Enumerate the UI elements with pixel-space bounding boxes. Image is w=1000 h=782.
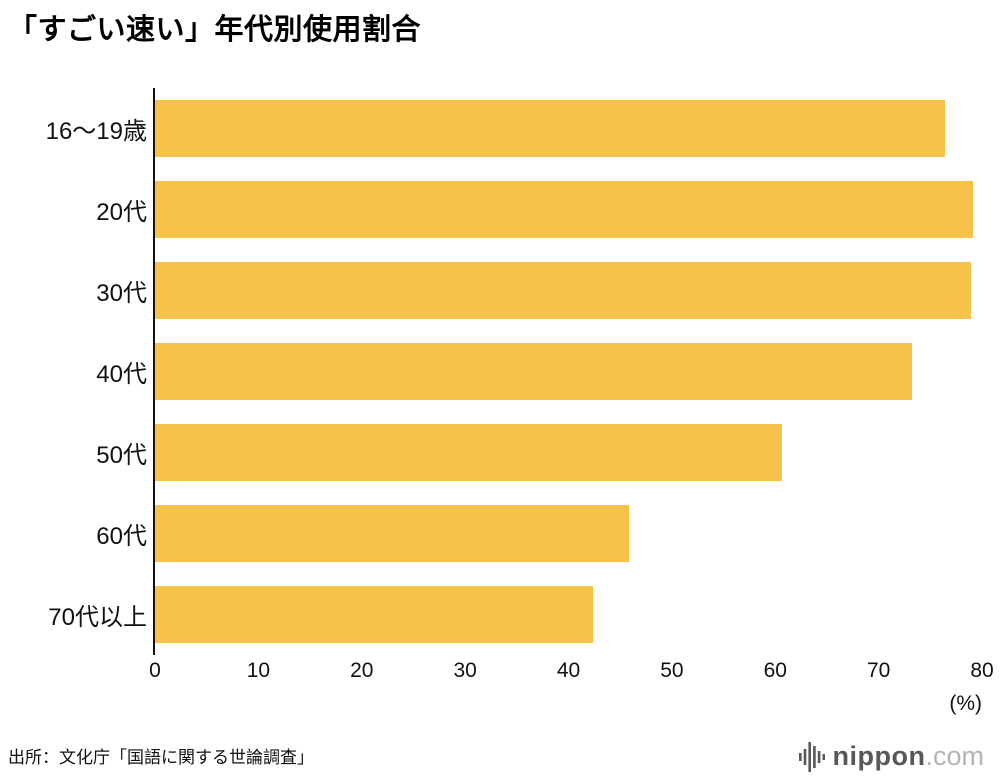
- bar-track: [155, 586, 982, 643]
- bar-row: 50代: [0, 412, 982, 493]
- bar-row: 70代以上: [0, 574, 982, 655]
- logo-name: nippon: [832, 741, 926, 771]
- bar: [155, 100, 945, 157]
- bar-row: 60代: [0, 493, 982, 574]
- x-axis-tick-label: 70: [866, 659, 891, 682]
- chart-title: 「すごい速い」年代別使用割合: [8, 14, 422, 46]
- bar: [155, 586, 594, 643]
- logo-wordmark: nippon.com: [833, 741, 984, 772]
- bar: [155, 343, 912, 400]
- bar-label: 16〜19歳: [45, 118, 147, 145]
- bar-track: [155, 262, 982, 319]
- bar: [155, 424, 783, 481]
- bar-track: [155, 100, 982, 157]
- bar-track: [155, 181, 982, 238]
- bar-row: 20代: [0, 169, 982, 250]
- x-axis-tick-label: 30: [453, 659, 477, 682]
- axis-unit-label: (%): [949, 692, 982, 715]
- bar-rows: 16〜19歳 20代 30代 40代 50代 60代 70代以上: [0, 88, 982, 655]
- source-text: 出所：文化庁「国語に関する世論調査」: [8, 748, 314, 767]
- x-axis: 0 10 20 30 40 50 60 70 80: [149, 655, 994, 685]
- x-axis-tick-label: 60: [763, 659, 787, 682]
- x-axis-tick-label: 20: [350, 659, 374, 682]
- x-axis-tick-label: 0: [149, 659, 161, 682]
- bar: [155, 262, 971, 319]
- x-axis-tick-label: 40: [556, 659, 581, 682]
- x-axis-tick-label: 50: [660, 659, 684, 682]
- bar-track: [155, 343, 982, 400]
- logo-tld: .com: [925, 741, 984, 771]
- bar-label: 60代: [96, 523, 147, 550]
- bar-label: 30代: [96, 280, 147, 307]
- nippon-logo: nippon.com: [798, 741, 984, 772]
- y-axis-line: [153, 88, 155, 655]
- x-axis-tick-label: 10: [246, 659, 271, 682]
- bar-label: 20代: [96, 199, 147, 226]
- x-axis-tick-label: 80: [970, 659, 994, 682]
- bar-label: 50代: [96, 442, 147, 469]
- bar-row: 40代: [0, 331, 982, 412]
- bar-label: 70代以上: [48, 604, 147, 631]
- bar-track: [155, 424, 982, 481]
- bar: [155, 505, 630, 562]
- bar-track: [155, 505, 982, 562]
- bar-label: 40代: [96, 361, 147, 388]
- bar-row: 16〜19歳: [0, 88, 982, 169]
- bar: [155, 181, 973, 238]
- plot-area: 16〜19歳 20代 30代 40代 50代 60代 70代以上: [0, 88, 982, 655]
- bar-row: 30代: [0, 250, 982, 331]
- soundwave-bars-icon: [798, 741, 825, 772]
